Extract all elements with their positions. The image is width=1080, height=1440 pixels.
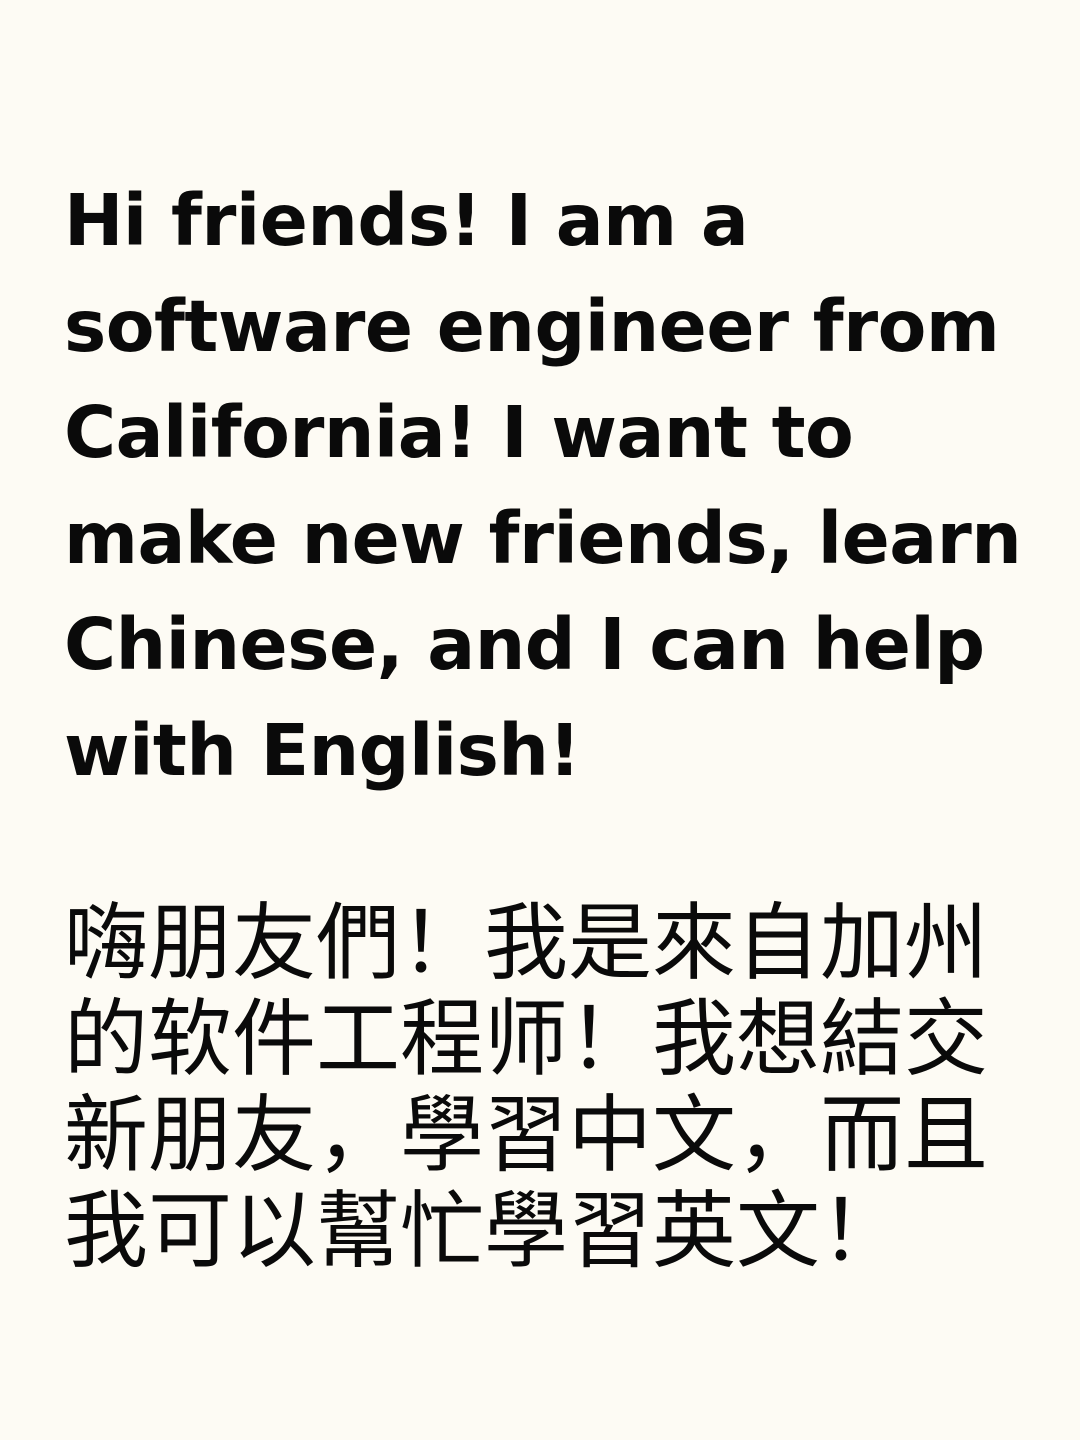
english-line-4: make new friends, learn xyxy=(64,497,1022,580)
chinese-line-4: 我可以幫忙學習英文！ xyxy=(64,1182,905,1280)
chinese-line-3: 新朋友，學習中文，而且 xyxy=(64,1086,989,1184)
english-line-5: Chinese, and I can help xyxy=(64,603,985,686)
english-message: Hi friends! I am a software engineer fro… xyxy=(64,168,1024,804)
english-line-3: California! I want to xyxy=(64,391,854,474)
chinese-message: 嗨朋友們！我是來自加州 的软件工程师！我想結交 新朋友，學習中文，而且 我可以幫… xyxy=(64,895,1024,1279)
english-line-2: software engineer from xyxy=(64,285,1000,368)
chinese-line-1: 嗨朋友們！我是來自加州 xyxy=(64,894,989,992)
english-line-6: with English! xyxy=(64,709,581,792)
english-line-1: Hi friends! I am a xyxy=(64,179,749,262)
chinese-line-2: 的软件工程师！我想結交 xyxy=(64,990,989,1088)
